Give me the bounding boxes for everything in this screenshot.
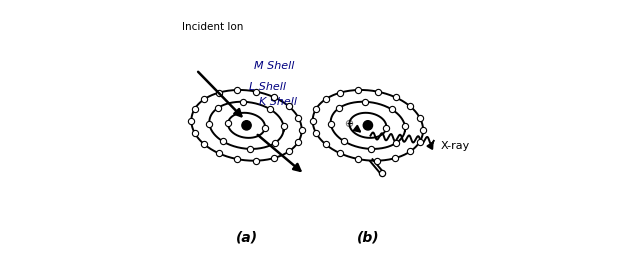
- Circle shape: [363, 121, 373, 130]
- Text: (b): (b): [357, 230, 379, 244]
- Text: K Shell: K Shell: [259, 97, 297, 107]
- Text: M Shell: M Shell: [254, 61, 295, 71]
- Text: Incident Ion: Incident Ion: [182, 22, 243, 32]
- Text: X-ray: X-ray: [440, 141, 470, 151]
- Circle shape: [242, 121, 251, 130]
- Text: L Shell: L Shell: [249, 82, 286, 92]
- Text: (a): (a): [236, 230, 257, 244]
